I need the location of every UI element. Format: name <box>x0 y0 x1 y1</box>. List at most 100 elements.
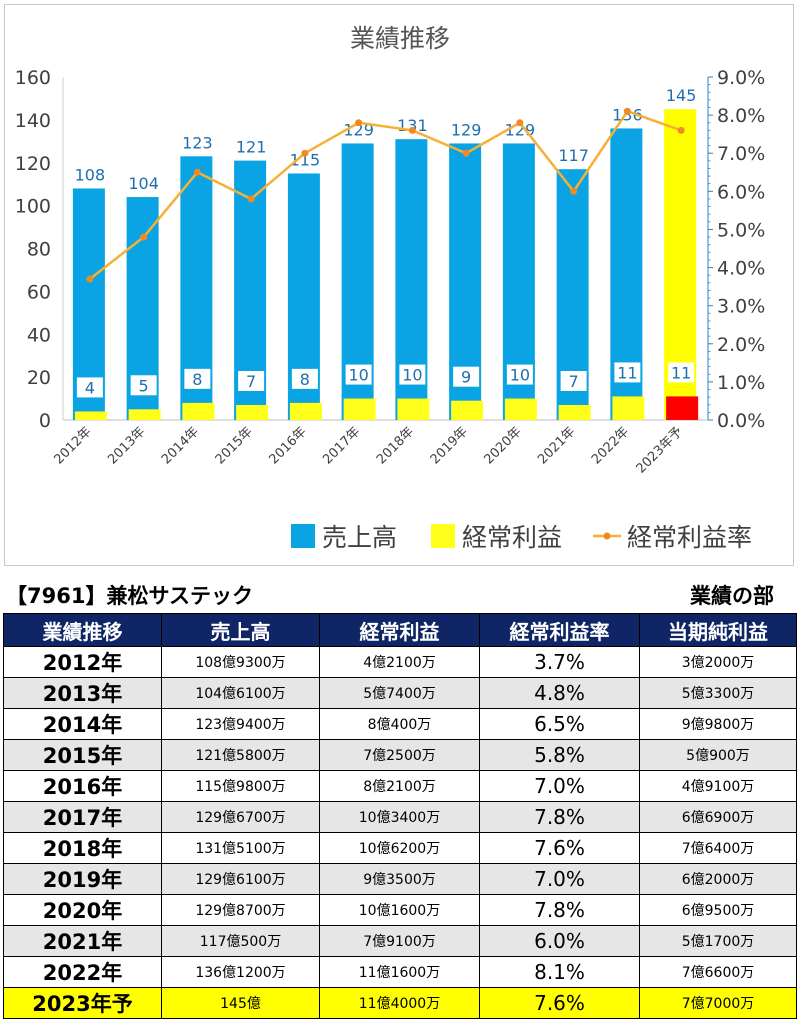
cell-net-income: 6億2000万 <box>639 863 797 895</box>
cell-profit: 11億1600万 <box>319 956 480 988</box>
x-tick-label: 2023年予 <box>634 424 686 476</box>
performance-table: 業績推移 売上高 経常利益 経常利益率 当期純利益 2012年 108億9300万… <box>3 613 797 1019</box>
data-label-box <box>76 377 103 398</box>
x-tick-label: 2016年 <box>267 424 310 467</box>
data-label-box <box>291 368 318 389</box>
data-label-box <box>399 364 426 385</box>
series-line-rate <box>89 109 682 280</box>
cell-net-income: 4億9100万 <box>639 770 797 802</box>
data-label-profit: 8 <box>192 370 202 389</box>
y-tick-label: 120 <box>15 153 51 175</box>
cell-period: 2017年 <box>3 801 162 833</box>
cell-profit: 7億9100万 <box>319 925 480 957</box>
section-title: 業績の部 <box>690 584 774 608</box>
data-label-box <box>560 370 587 391</box>
data-label-sales: 121 <box>236 138 267 157</box>
cell-margin: 7.6% <box>479 987 640 1019</box>
cell-profit: 10億3400万 <box>319 801 480 833</box>
x-tick-label: 2019年 <box>428 424 471 467</box>
cell-net-income: 7億7000万 <box>639 987 797 1019</box>
cell-period: 2021年 <box>3 925 162 957</box>
point-rate <box>623 107 631 115</box>
data-label-profit: 4 <box>85 378 95 397</box>
cell-period: 2023年予 <box>3 987 162 1019</box>
data-label-profit: 7 <box>246 372 256 391</box>
bar-profit <box>451 400 484 420</box>
y-tick-label: 100 <box>15 196 51 218</box>
data-label-box <box>130 375 157 396</box>
y2-tick-label: 0.0% <box>717 410 765 432</box>
x-tick-label: 2015年 <box>213 424 256 467</box>
cell-net-income: 3億2000万 <box>639 646 797 678</box>
y2-tick-label: 6.0% <box>717 181 765 203</box>
cell-profit: 11億4000万 <box>319 987 480 1019</box>
table-head-row: 業績推移 売上高 経常利益 経常利益率 当期純利益 <box>3 613 797 647</box>
bar-profit <box>504 398 537 420</box>
cell-sales: 104億6100万 <box>161 677 320 709</box>
legend-marker-rate <box>603 532 611 540</box>
bar-profit <box>128 409 161 420</box>
x-tick-label: 2017年 <box>320 424 363 467</box>
col-header-net-income: 当期純利益 <box>639 613 797 647</box>
cell-margin: 7.0% <box>479 863 640 895</box>
table-row: 2017年 129億6700万 10億3400万 7.8% 6億6900万 <box>3 801 797 833</box>
data-label-profit: 10 <box>510 366 530 385</box>
y-tick-label: 80 <box>27 239 51 261</box>
y-tick-label: 160 <box>15 67 51 89</box>
cell-net-income: 7億6400万 <box>639 832 797 864</box>
cell-period: 2020年 <box>3 894 162 926</box>
data-label-box <box>238 370 265 391</box>
data-label-box <box>506 364 533 385</box>
col-header-profit: 経常利益 <box>319 613 480 647</box>
data-label-sales: 123 <box>182 133 213 152</box>
x-tick-label: 2021年 <box>535 424 578 467</box>
cell-net-income: 6億6900万 <box>639 801 797 833</box>
data-label-sales: 117 <box>558 146 589 165</box>
legend-label-sales: 売上高 <box>322 523 397 552</box>
data-label-profit: 11 <box>671 363 691 382</box>
data-label-box <box>345 364 372 385</box>
y2-tick-label: 9.0% <box>717 67 765 89</box>
cell-sales: 145億 <box>161 987 320 1019</box>
point-rate <box>247 195 255 203</box>
x-tick-label: 2020年 <box>482 424 525 467</box>
cell-profit: 8億400万 <box>319 708 480 740</box>
data-label-sales: 129 <box>343 120 374 139</box>
bar-profit <box>666 396 699 420</box>
cell-period: 2013年 <box>3 677 162 709</box>
legend-swatch-profit <box>431 524 455 548</box>
bar-profit <box>343 398 376 420</box>
point-rate <box>462 149 470 157</box>
y2-tick-label: 7.0% <box>717 143 765 165</box>
cell-sales: 123億9400万 <box>161 708 320 740</box>
table-row: 2022年 136億1200万 11億1600万 8.1% 7億6600万 <box>3 956 797 988</box>
cell-margin: 7.8% <box>479 894 640 926</box>
data-label-profit: 10 <box>402 366 422 385</box>
cell-profit: 8億2100万 <box>319 770 480 802</box>
data-label-profit: 11 <box>617 363 637 382</box>
data-label-sales: 136 <box>612 105 643 124</box>
cell-period: 2022年 <box>3 956 162 988</box>
data-label-profit: 9 <box>461 368 471 387</box>
cell-margin: 7.8% <box>479 801 640 833</box>
data-label-sales: 145 <box>666 86 697 105</box>
point-rate <box>570 187 578 195</box>
cell-period: 2015年 <box>3 739 162 771</box>
data-label-profit: 8 <box>300 370 310 389</box>
data-label-box <box>453 366 480 387</box>
data-label-box <box>614 362 641 383</box>
cell-sales: 136億1200万 <box>161 956 320 988</box>
y2-tick-label: 4.0% <box>717 258 765 280</box>
cell-margin: 6.0% <box>479 925 640 957</box>
cell-net-income: 9億9800万 <box>639 708 797 740</box>
cell-net-income: 6億9500万 <box>639 894 797 926</box>
legend-swatch-sales <box>291 524 315 548</box>
bar-profit <box>558 404 591 420</box>
cell-margin: 8.1% <box>479 956 640 988</box>
point-rate <box>408 126 416 134</box>
cell-margin: 5.8% <box>479 739 640 771</box>
cell-period: 2016年 <box>3 770 162 802</box>
cell-profit: 10億1600万 <box>319 894 480 926</box>
data-label-sales: 104 <box>128 174 159 193</box>
table-row: 2015年 121億5800万 7億2500万 5.8% 5億900万 <box>3 739 797 771</box>
